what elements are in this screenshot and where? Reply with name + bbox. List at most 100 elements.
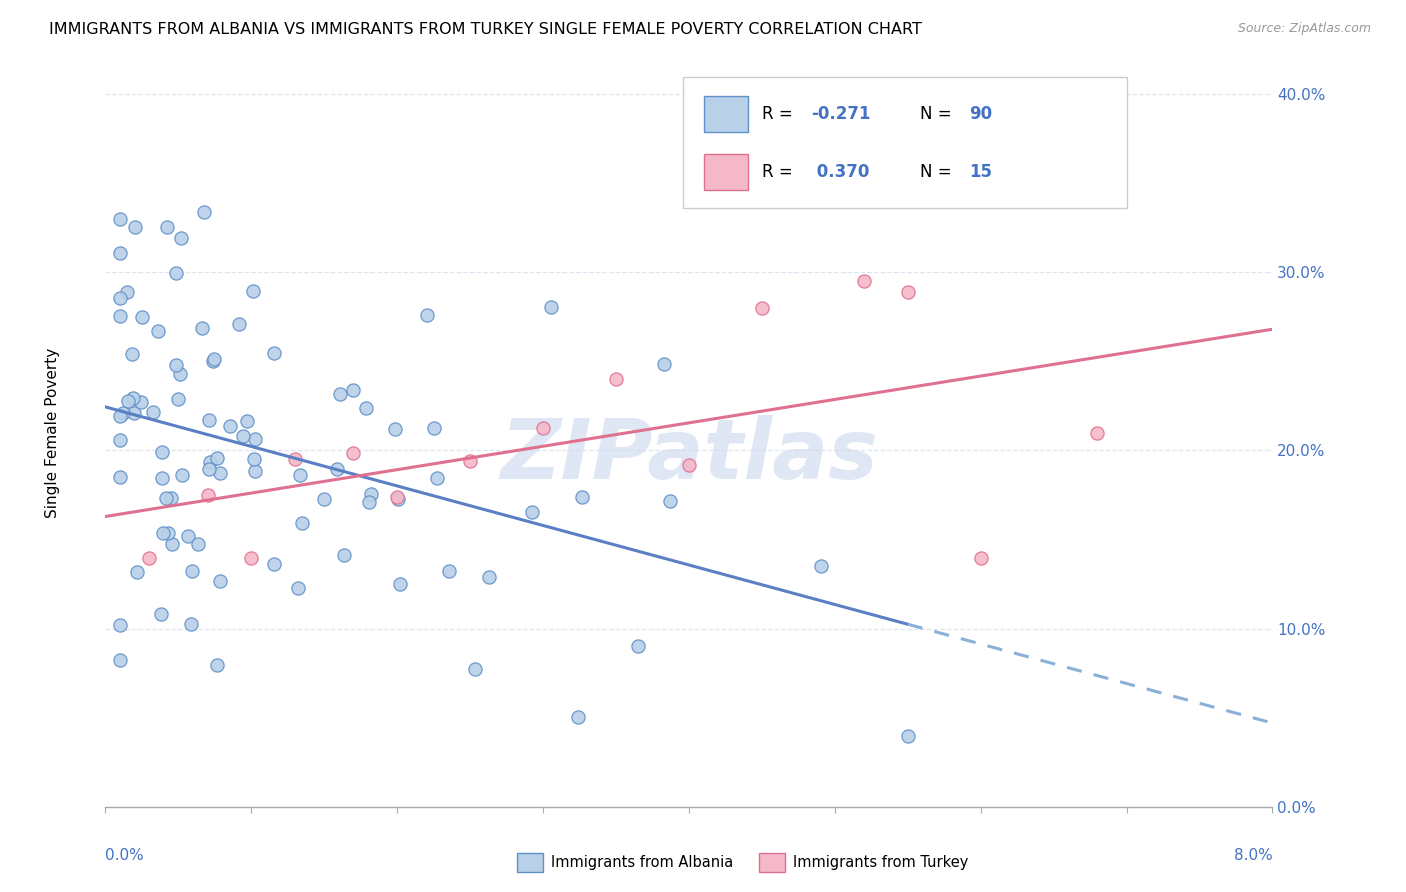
Point (678, 458, 700, 473)
Point (245, 464, 267, 478)
Text: Source: ZipAtlas.com: Source: ZipAtlas.com (1237, 22, 1371, 36)
Point (852, 274, 875, 288)
Point (108, 653, 131, 667)
Point (165, 266, 187, 280)
Point (207, 658, 229, 673)
Text: 0.0%: 0.0% (105, 848, 145, 863)
Text: N =: N = (920, 105, 957, 123)
Point (169, 231, 191, 245)
Point (160, 491, 183, 506)
Point (360, 486, 382, 500)
Point (287, 581, 309, 595)
Point (422, 421, 444, 435)
Point (108, 245, 131, 260)
Point (751, 301, 773, 315)
Point (567, 710, 589, 724)
Point (208, 574, 231, 589)
Point (970, 550, 993, 565)
Point (416, 309, 439, 323)
Point (193, 205, 215, 219)
Point (242, 285, 264, 299)
Text: Single Female Poverty: Single Female Poverty (45, 348, 60, 517)
Point (150, 607, 173, 621)
Point (627, 639, 650, 653)
Point (156, 220, 179, 235)
Point (117, 393, 139, 408)
Point (263, 558, 285, 572)
Point (197, 488, 219, 502)
Point (290, 468, 312, 483)
Point (232, 428, 254, 442)
Point (219, 419, 242, 434)
Point (464, 662, 486, 676)
Text: Immigrants from Turkey: Immigrants from Turkey (793, 855, 969, 870)
Point (312, 491, 335, 506)
Point (658, 494, 681, 508)
Point (165, 358, 187, 372)
Text: Immigrants from Albania: Immigrants from Albania (551, 855, 734, 870)
Point (191, 320, 214, 334)
Point (122, 392, 145, 406)
Text: 15: 15 (969, 163, 993, 181)
Point (290, 516, 312, 531)
Point (243, 433, 266, 447)
Point (108, 469, 131, 483)
Point (152, 526, 174, 541)
Point (342, 446, 364, 460)
Text: -0.271: -0.271 (811, 105, 870, 123)
Point (167, 392, 190, 407)
Point (122, 406, 145, 420)
Point (426, 471, 449, 485)
Point (121, 347, 143, 361)
Point (125, 565, 148, 579)
Point (652, 357, 675, 371)
Point (242, 451, 264, 466)
Point (187, 537, 209, 551)
Text: R =: R = (762, 163, 799, 181)
Point (531, 421, 554, 435)
Point (326, 461, 349, 475)
Point (359, 495, 381, 509)
Point (540, 301, 562, 315)
Point (458, 454, 481, 468)
Bar (704, 96, 748, 132)
Text: N =: N = (920, 163, 957, 181)
Point (160, 537, 183, 551)
Point (205, 450, 228, 465)
Point (332, 548, 354, 562)
Point (1087, 425, 1109, 440)
Point (208, 466, 231, 480)
Text: 90: 90 (969, 105, 993, 123)
Point (522, 505, 544, 519)
Point (169, 368, 191, 382)
Point (156, 525, 179, 540)
Point (385, 490, 409, 504)
Point (228, 317, 250, 331)
Point (138, 550, 160, 565)
Point (571, 491, 593, 505)
Point (342, 383, 364, 397)
Point (115, 285, 138, 299)
Point (897, 729, 920, 743)
Point (240, 550, 263, 565)
Point (263, 346, 285, 360)
Point (124, 219, 146, 234)
Point (198, 462, 221, 476)
Point (354, 401, 377, 415)
Text: ZIPatlas: ZIPatlas (501, 415, 877, 496)
Point (108, 212, 131, 227)
Point (131, 310, 153, 324)
Point (387, 492, 409, 507)
Point (142, 405, 165, 419)
Point (146, 324, 169, 338)
Point (108, 433, 131, 447)
Point (108, 309, 131, 323)
Point (177, 529, 200, 543)
Text: 8.0%: 8.0% (1233, 848, 1272, 863)
Point (605, 372, 627, 386)
Point (155, 491, 177, 505)
Bar (704, 154, 748, 190)
Point (810, 559, 832, 574)
Point (478, 570, 501, 584)
Text: 0.370: 0.370 (811, 163, 870, 181)
